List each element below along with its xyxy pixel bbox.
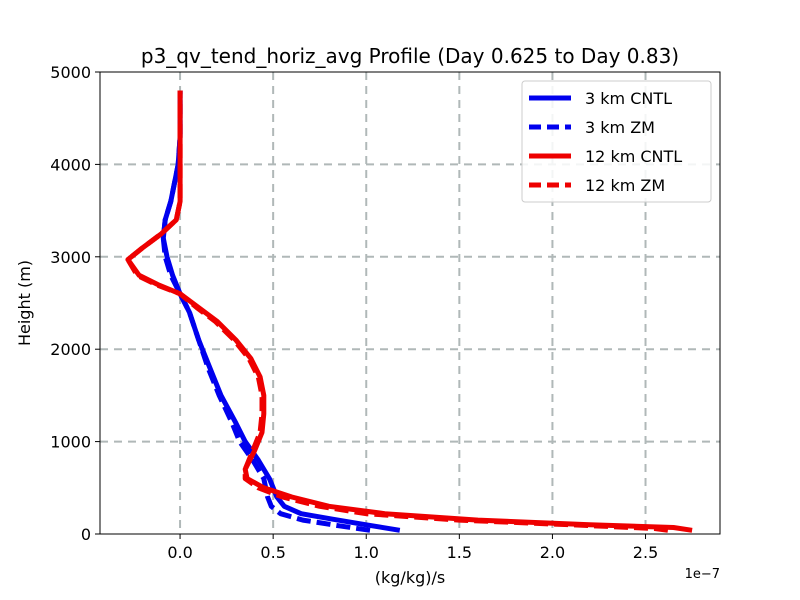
series-lines bbox=[125, 90, 693, 533]
y-axis-label: Height (m) bbox=[15, 260, 34, 346]
series-line bbox=[125, 90, 669, 533]
legend-box bbox=[521, 80, 712, 203]
x-tick-label: 1.5 bbox=[447, 543, 472, 562]
series-line bbox=[160, 90, 371, 533]
y-tick-label: 0 bbox=[81, 525, 91, 544]
legend-label: 3 km CNTL bbox=[585, 89, 672, 108]
y-tick-label: 4000 bbox=[50, 155, 91, 174]
y-tick-label: 3000 bbox=[50, 248, 91, 267]
x-tick-label: 0.5 bbox=[260, 543, 285, 562]
y-tick-label: 2000 bbox=[50, 340, 91, 359]
chart-title: p3_qv_tend_horiz_avg Profile (Day 0.625 … bbox=[141, 44, 679, 68]
x-tick-label: 1.0 bbox=[354, 543, 379, 562]
x-axis-label: (kg/kg)/s bbox=[375, 568, 445, 587]
legend-label: 3 km ZM bbox=[585, 118, 655, 137]
y-tick-label: 5000 bbox=[50, 63, 91, 82]
x-tick-label: 0.0 bbox=[167, 543, 192, 562]
y-tick-label: 1000 bbox=[50, 433, 91, 452]
x-axis-ticks: 0.0 0.5 1.0 1.5 2.0 2.5 bbox=[167, 534, 658, 562]
x-axis-offset-label: 1e−7 bbox=[685, 567, 720, 582]
plot-frame bbox=[99, 71, 721, 535]
legend-label: 12 km ZM bbox=[585, 176, 665, 195]
x-tick-label: 2.0 bbox=[540, 543, 565, 562]
legend: 3 km CNTL 3 km ZM 12 km CNTL 12 km ZM bbox=[521, 80, 712, 203]
legend-label: 12 km CNTL bbox=[585, 147, 682, 166]
x-tick-label: 2.5 bbox=[633, 543, 658, 562]
y-axis-ticks: 0 1000 2000 3000 4000 5000 bbox=[50, 63, 100, 544]
